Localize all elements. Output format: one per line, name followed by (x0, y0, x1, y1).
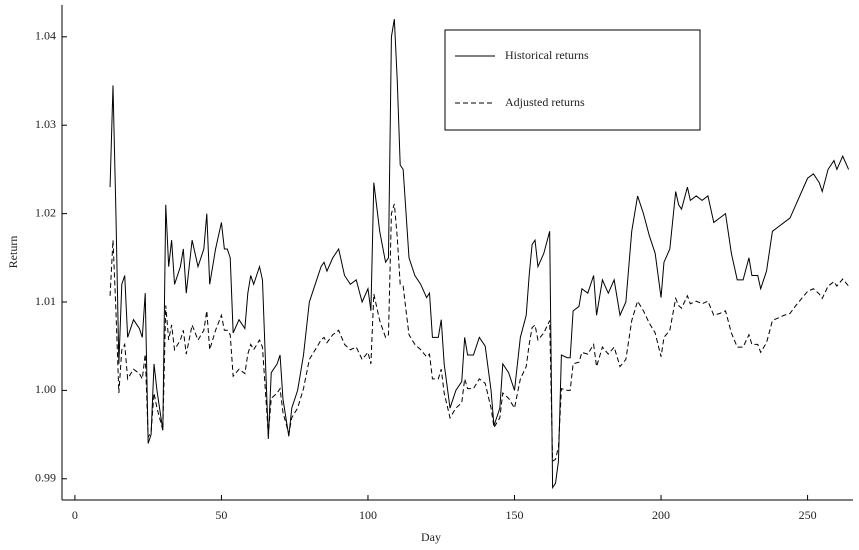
x-tick-label: 250 (799, 508, 817, 522)
legend-label: Historical returns (505, 48, 589, 62)
x-tick-label: 50 (215, 508, 227, 522)
y-tick-label: 1.04 (35, 29, 56, 43)
y-tick-label: 1.00 (35, 382, 56, 396)
series-line (109, 19, 850, 490)
y-tick-label: 1.01 (35, 294, 56, 308)
x-tick-label: 0 (72, 508, 78, 522)
x-tick-label: 100 (359, 508, 377, 522)
y-tick-label: 1.02 (35, 205, 56, 219)
x-tick-label: 200 (652, 508, 670, 522)
series-line (109, 203, 849, 462)
y-axis-label: Return (6, 236, 20, 269)
x-tick-label: 150 (506, 508, 524, 522)
y-tick-label: 1.03 (35, 117, 56, 131)
legend-box (444, 29, 701, 131)
x-axis-label: Day (421, 530, 441, 544)
y-tick-label: 0.99 (35, 471, 56, 485)
legend-label: Adjusted returns (505, 95, 585, 109)
